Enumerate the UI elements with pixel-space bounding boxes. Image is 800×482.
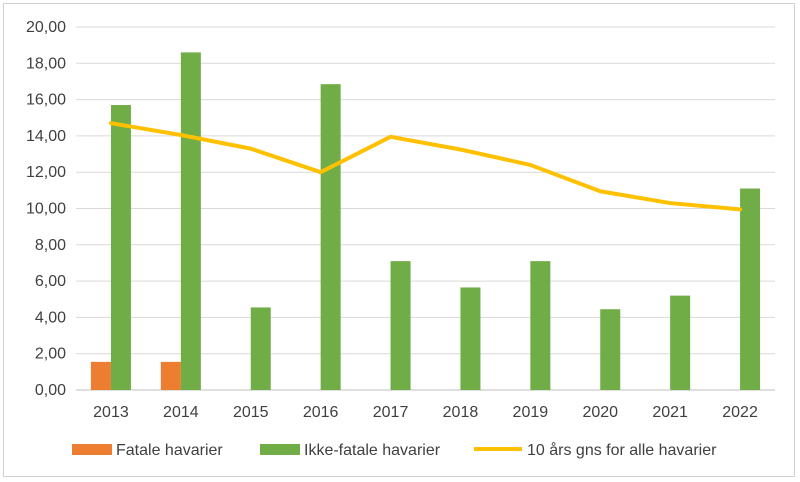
y-tick-label: 10,00 <box>26 201 66 218</box>
legend-label: 10 års gns for alle havarier <box>527 441 717 459</box>
x-tick-label: 2017 <box>373 404 409 421</box>
x-tick-label: 2018 <box>443 404 479 421</box>
y-axis-tick-labels: 0,00 2,00 4,00 6,00 8,00 10,00 12,00 14,00 16,00… <box>26 19 66 399</box>
nonfatal-bar <box>180 52 201 390</box>
y-tick-label: 2,00 <box>35 346 66 363</box>
nonfatal-bar <box>530 261 551 390</box>
x-tick-label: 2014 <box>163 404 199 421</box>
x-tick-label: 2015 <box>233 404 269 421</box>
nonfatal-bar <box>600 309 621 390</box>
bars <box>90 52 761 391</box>
nonfatal-bar <box>460 287 481 390</box>
nonfatal-bar <box>740 188 761 390</box>
y-tick-label: 0,00 <box>35 382 66 399</box>
x-tick-label: 2020 <box>582 404 618 421</box>
nonfatal-bar <box>320 84 341 391</box>
legend-swatch <box>72 444 112 455</box>
y-tick-label: 8,00 <box>35 237 66 254</box>
y-tick-label: 20,00 <box>26 19 66 36</box>
fatal-bar <box>160 361 181 390</box>
nonfatal-bar <box>670 295 691 390</box>
bar-line-chart: 0,00 2,00 4,00 6,00 8,00 10,00 12,00 14,00 16,00… <box>26 19 775 459</box>
x-tick-label: 2013 <box>93 404 129 421</box>
y-tick-label: 12,00 <box>26 164 66 181</box>
legend: Fatale havarier Ikke-fatale havarier 10 år… <box>72 441 717 459</box>
y-tick-label: 14,00 <box>26 128 66 145</box>
legend-label: Fatale havarier <box>116 442 223 459</box>
x-tick-label: 2021 <box>652 404 688 421</box>
x-tick-label: 2016 <box>303 404 339 421</box>
x-tick-label: 2022 <box>722 404 758 421</box>
y-tick-label: 4,00 <box>35 309 66 326</box>
x-tick-label: 2019 <box>513 404 549 421</box>
nonfatal-bar <box>110 105 131 391</box>
nonfatal-bar <box>390 261 411 390</box>
fatal-bar <box>90 361 111 390</box>
y-tick-label: 18,00 <box>26 55 66 72</box>
average-line <box>108 121 743 212</box>
legend-swatch <box>260 444 300 455</box>
y-tick-label: 6,00 <box>35 273 66 290</box>
x-axis-tick-labels: 2013 2014 2015 2016 2017 2018 2019 2020 2021 2022 <box>93 404 758 421</box>
nonfatal-bar <box>250 307 271 390</box>
chart-frame: 0,00 2,00 4,00 6,00 8,00 10,00 12,00 14,00 16,00… <box>3 3 795 477</box>
average-series-line <box>108 121 743 212</box>
legend-label: Ikke-fatale havarier <box>304 442 441 459</box>
y-tick-label: 16,00 <box>26 92 66 109</box>
